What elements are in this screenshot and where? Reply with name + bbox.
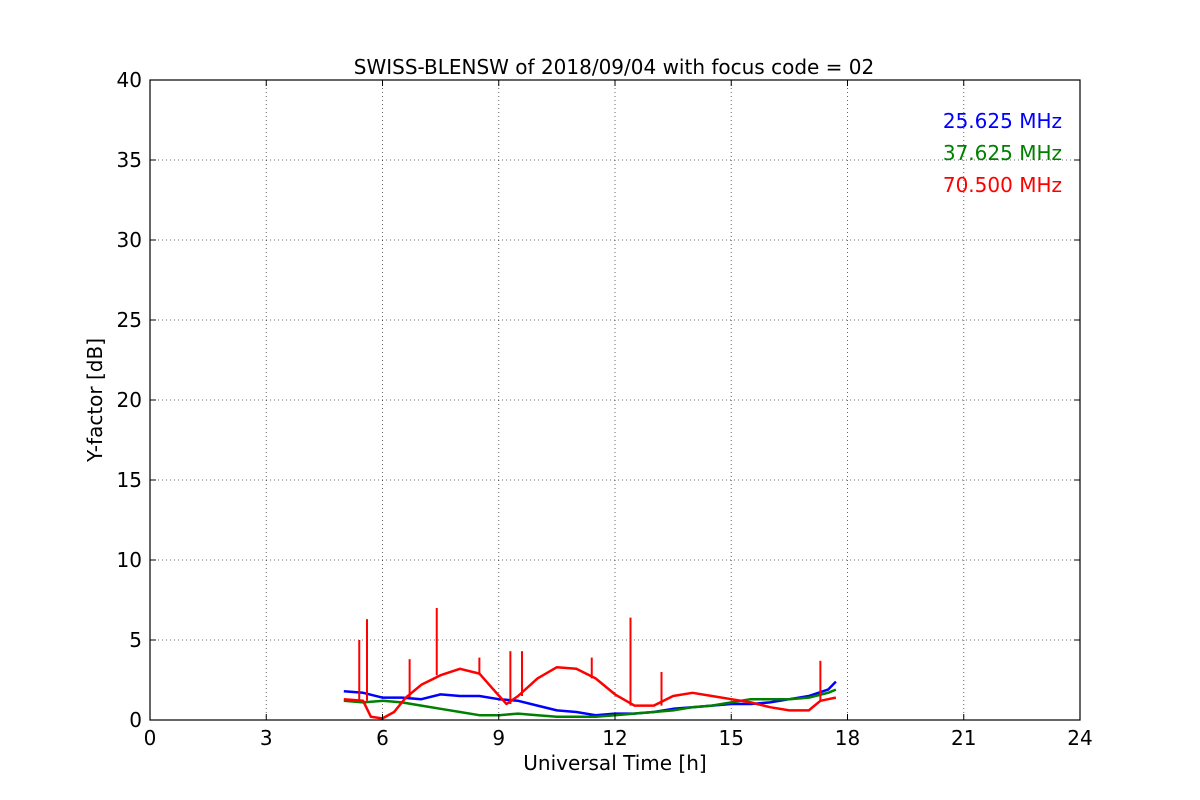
y-tick-label: 5: [129, 628, 142, 652]
x-tick-label: 9: [492, 726, 505, 750]
y-tick-label: 30: [117, 228, 142, 252]
series-line-0: [343, 680, 837, 717]
legend-entry-0: 25.625 MHz: [943, 109, 1062, 133]
chart-title: SWISS-BLENSW of 2018/09/04 with focus co…: [354, 55, 875, 79]
series-line-2: [343, 665, 837, 720]
legend: 25.625 MHz 37.625 MHz 70.500 MHz: [943, 109, 1062, 197]
y-tick-label: 35: [117, 148, 142, 172]
y-tick-label: 10: [117, 548, 142, 572]
y-tick-label: 0: [129, 708, 142, 732]
x-tick-label: 18: [835, 726, 860, 750]
x-tick-label: 15: [719, 726, 744, 750]
y-tick-label: 25: [117, 308, 142, 332]
tick-layer: 0 3 6 9 12 15 18 21 24 0 5 10 15 20 25 30 35 40: [117, 68, 1093, 750]
y-tick-label: 20: [117, 388, 142, 412]
series-line-1: [343, 688, 837, 719]
x-tick-label: 0: [144, 726, 157, 750]
x-tick-label: 6: [376, 726, 389, 750]
y-tick-label: 40: [117, 68, 142, 92]
x-tick-label: 12: [602, 726, 627, 750]
legend-entry-1: 37.625 MHz: [943, 141, 1062, 165]
grid-layer: [150, 80, 1080, 720]
y-tick-label: 15: [117, 468, 142, 492]
x-tick-label: 3: [260, 726, 273, 750]
x-tick-label: 24: [1067, 726, 1092, 750]
x-tick-label: 21: [951, 726, 976, 750]
x-axis-label: Universal Time [h]: [523, 751, 706, 775]
series-layer: [343, 608, 837, 720]
legend-entry-2: 70.500 MHz: [943, 173, 1062, 197]
y-axis-label: Y-factor [dB]: [83, 338, 107, 463]
